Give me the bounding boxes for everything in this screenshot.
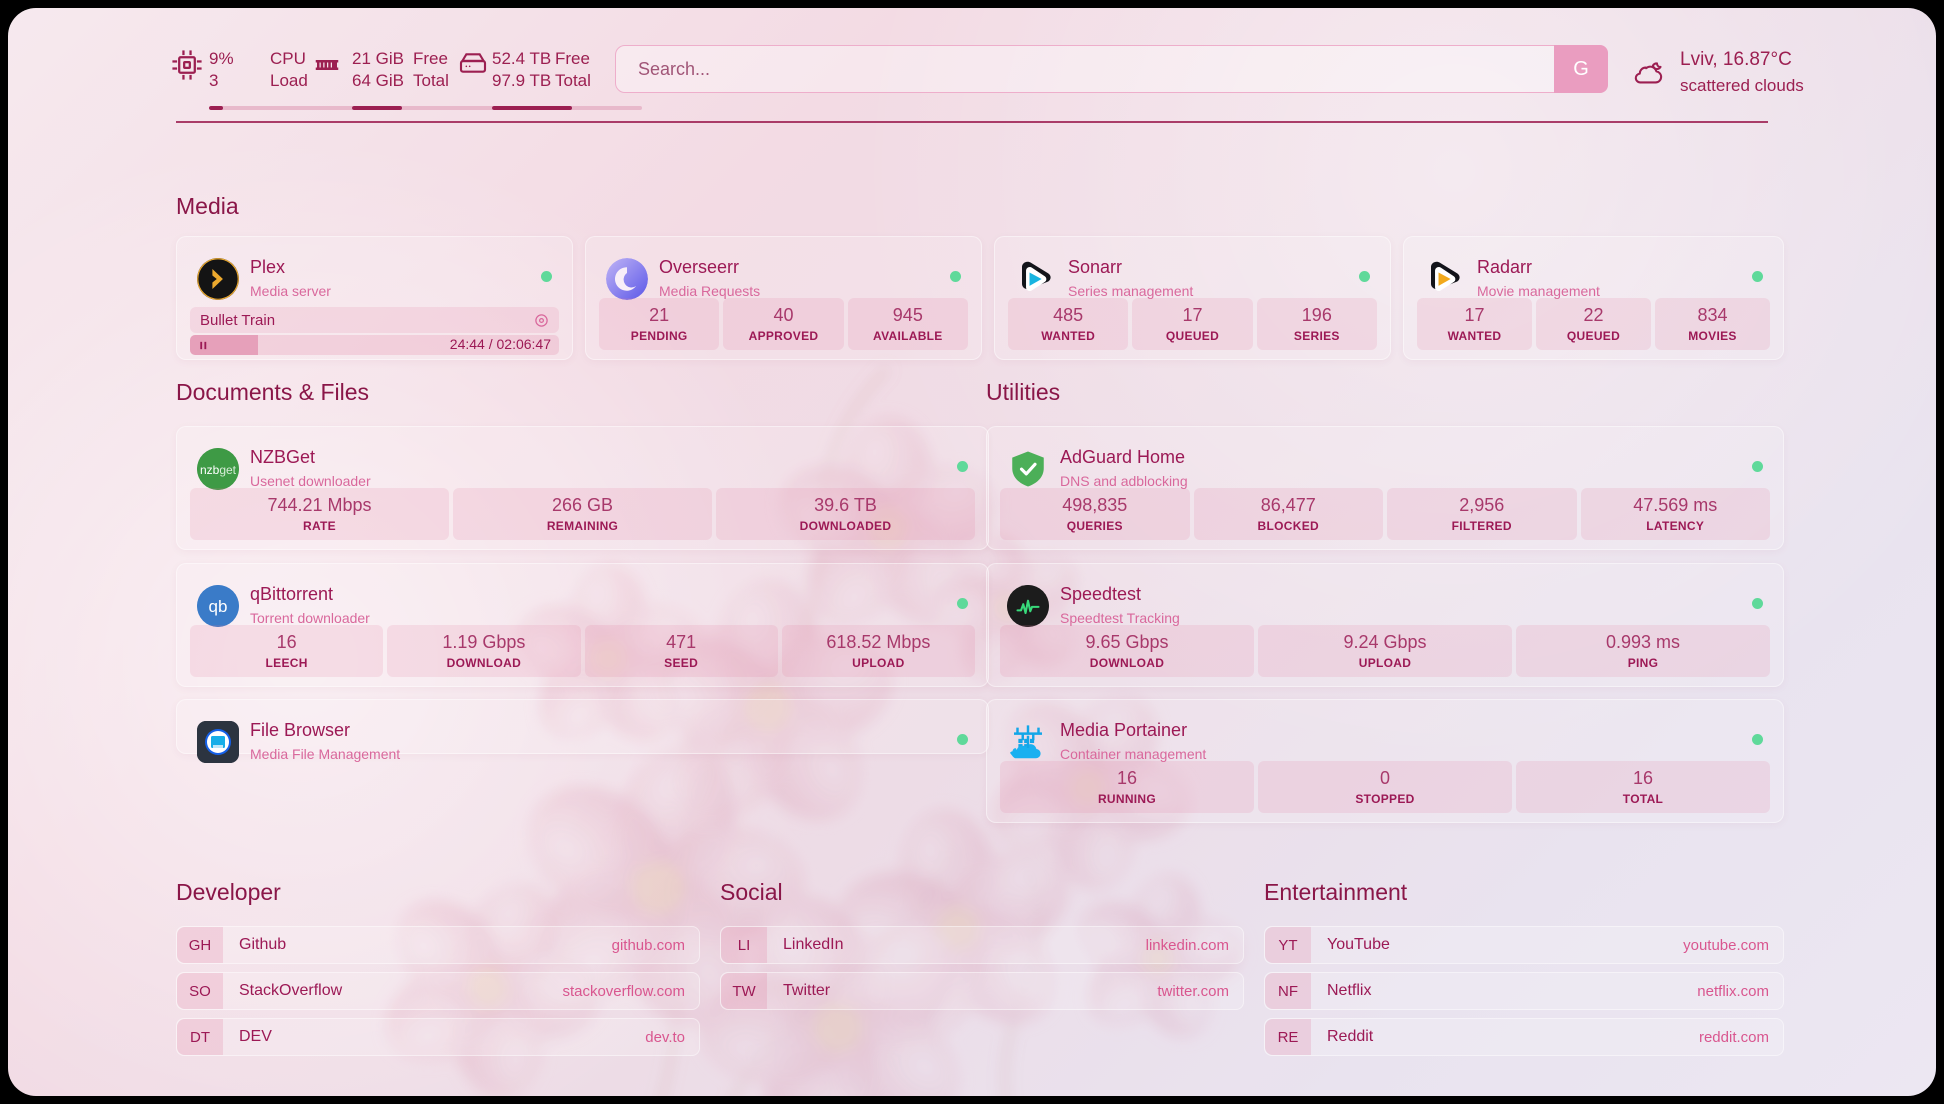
svg-text:nzbget: nzbget <box>200 463 237 477</box>
svg-text:qb: qb <box>209 597 228 616</box>
